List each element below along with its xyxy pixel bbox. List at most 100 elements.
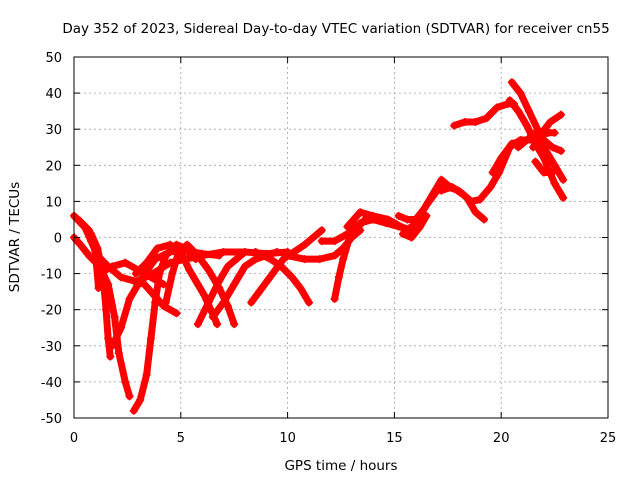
y-tick-label: 40: [45, 87, 62, 102]
plus-marker: [183, 240, 192, 249]
plus-marker: [80, 222, 89, 231]
plus-marker: [524, 107, 533, 116]
plus-marker: [343, 222, 352, 231]
plus-marker: [208, 312, 217, 321]
plus-marker: [168, 269, 177, 278]
plus-marker: [486, 182, 495, 191]
plus-marker: [300, 255, 309, 264]
plus-marker: [193, 251, 202, 260]
plus-marker: [482, 114, 491, 123]
plus-marker: [223, 262, 232, 271]
y-tick-label: -30: [41, 340, 62, 355]
plus-marker: [550, 128, 559, 137]
plus-marker: [394, 211, 403, 220]
plus-marker: [514, 107, 523, 116]
plus-marker: [550, 179, 559, 188]
y-tick-label: 30: [45, 123, 62, 138]
x-tick-label: 25: [600, 431, 617, 446]
plus-marker: [232, 255, 241, 264]
plus-marker: [529, 143, 538, 152]
y-tick-label: -20: [41, 304, 62, 319]
x-tick-label: 10: [279, 431, 296, 446]
plus-marker: [230, 280, 239, 289]
plus-marker: [514, 143, 523, 152]
series-trace: [96, 259, 168, 288]
series-arc-13: [247, 226, 326, 307]
y-tick-label: -50: [41, 412, 62, 427]
plus-marker: [146, 334, 155, 343]
chart-title: Day 352 of 2023, Sidereal Day-to-day VTE…: [62, 21, 609, 37]
plus-marker: [93, 251, 102, 260]
axis-ticks: 0 5 10 15 20 25 -50 -40 -30 -20 -10 0 10 20 30 40 50: [41, 51, 617, 446]
plus-marker: [181, 255, 190, 264]
plus-marker: [317, 226, 326, 235]
series-arc-28: [529, 110, 566, 152]
plus-marker: [356, 208, 365, 217]
plus-marker: [531, 157, 540, 166]
plus-marker: [279, 255, 288, 264]
plus-marker: [309, 233, 318, 242]
plus-marker: [304, 298, 313, 307]
plus-marker: [411, 215, 420, 224]
plus-marker: [76, 240, 85, 249]
plus-marker: [108, 341, 117, 350]
plus-marker: [383, 215, 392, 224]
plus-marker: [219, 298, 228, 307]
plus-marker: [142, 370, 151, 379]
plus-marker: [108, 262, 117, 271]
plus-marker: [213, 320, 222, 329]
plus-marker: [104, 334, 113, 343]
plus-marker: [539, 168, 548, 177]
plus-marker: [548, 168, 557, 177]
y-tick-label: -40: [41, 376, 62, 391]
x-tick-label: 5: [177, 431, 185, 446]
plus-marker: [416, 222, 425, 231]
plus-marker: [129, 406, 138, 415]
plus-marker: [557, 146, 566, 155]
plus-marker: [300, 240, 309, 249]
series-trace: [194, 248, 249, 328]
plus-marker: [193, 280, 202, 289]
plus-marker: [266, 255, 275, 264]
plus-marker: [539, 154, 548, 163]
plus-marker: [422, 211, 431, 220]
plus-marker: [345, 233, 354, 242]
x-tick-label: 20: [493, 431, 510, 446]
plus-marker: [422, 201, 431, 210]
x-tick-label: 0: [70, 431, 78, 446]
plus-marker: [219, 247, 228, 256]
plus-marker: [272, 247, 281, 256]
plus-marker: [110, 312, 119, 321]
plus-marker: [95, 269, 104, 278]
plus-marker: [257, 284, 266, 293]
plus-marker: [204, 265, 213, 274]
plus-marker: [492, 103, 501, 112]
plus-marker: [546, 117, 555, 126]
plus-marker: [240, 262, 249, 271]
plus-marker: [104, 280, 113, 289]
data-series: [70, 78, 568, 415]
series-arc-20: [398, 211, 431, 242]
plus-marker: [149, 269, 158, 278]
plus-marker: [522, 136, 531, 145]
series-arc-11: [193, 247, 249, 329]
plus-marker: [369, 211, 378, 220]
plus-marker: [277, 262, 286, 271]
y-tick-label: 50: [45, 51, 62, 66]
series-arc-14: [251, 247, 313, 307]
plus-marker: [174, 247, 183, 256]
plus-marker: [125, 392, 134, 401]
plus-marker: [398, 229, 407, 238]
plus-marker: [106, 352, 115, 361]
plus-marker: [396, 222, 405, 231]
x-tick-label: 15: [386, 431, 403, 446]
plus-marker: [166, 240, 175, 249]
plus-marker: [74, 215, 83, 224]
x-axis-label: GPS time / hours: [284, 458, 397, 474]
plus-marker: [215, 276, 224, 285]
plus-marker: [339, 255, 348, 264]
plus-marker: [330, 294, 339, 303]
plus-marker: [450, 121, 459, 130]
plus-marker: [559, 175, 568, 184]
